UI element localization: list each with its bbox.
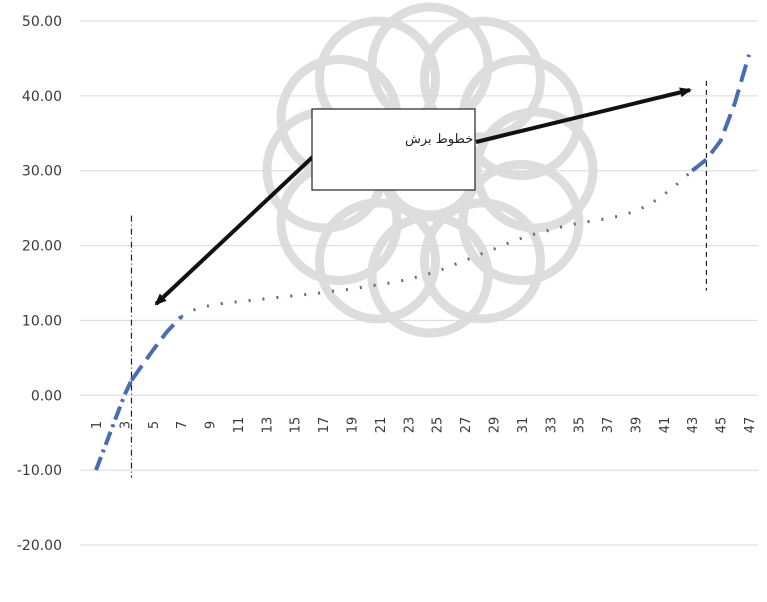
x-tick-label: 1 (90, 421, 105, 429)
callout-arrow-right (475, 87, 692, 144)
x-tick-label: 39 (629, 417, 644, 434)
x-tick-label: 5 (147, 421, 162, 429)
watermark-petal (367, 212, 493, 338)
x-tick-label: 47 (743, 417, 758, 434)
cutoff-lines (130, 80, 708, 478)
callout-box (311, 108, 476, 191)
x-tick-label: 7 (175, 421, 190, 429)
x-tick-label: 37 (601, 417, 616, 434)
y-axis-ticks: 50.00 40.00 30.00 20.00 10.00 0.00 -10.00 -20.0… (17, 14, 62, 554)
x-tick-label: 21 (374, 417, 389, 434)
x-tick-label: 25 (431, 417, 446, 434)
x-tick-label: 43 (686, 417, 701, 434)
series-line-long-dash (129, 315, 183, 382)
series-line-long-dash (690, 54, 751, 173)
x-tick-label: 13 (260, 417, 275, 434)
x-tick-label: 15 (289, 417, 304, 434)
x-axis-ticks: 1 3 5 7 9 11 13 15 17 19 21 23 25 27 29 31 33 35 37 39 41 43 4… (90, 417, 758, 434)
watermark-petal (420, 198, 545, 324)
callout-arrow-left (154, 150, 320, 306)
series-lines (94, 54, 751, 471)
x-tick-label: 33 (544, 417, 559, 434)
watermark-petal (458, 160, 584, 285)
y-tick-label: 30.00 (22, 164, 62, 180)
x-tick-label: 35 (573, 417, 588, 434)
x-tick-label: 9 (204, 421, 219, 429)
y-tick-label: 20.00 (22, 239, 62, 255)
x-tick-label: 19 (346, 417, 361, 434)
x-tick-label: 11 (232, 417, 247, 434)
x-tick-label: 45 (715, 417, 730, 434)
y-tick-label: -10.00 (17, 463, 62, 479)
x-tick-label: 3 (118, 421, 133, 429)
callout-label: خطوط برش (405, 132, 473, 147)
x-tick-label: 17 (317, 417, 332, 434)
x-tick-label: 27 (459, 417, 474, 434)
watermark-petal (472, 107, 598, 233)
series-line-dash-dot (94, 379, 134, 471)
callout-annotation: خطوط برش (154, 87, 692, 306)
x-tick-label: 29 (487, 417, 502, 434)
y-tick-label: 0.00 (31, 388, 62, 404)
x-tick-label: 23 (402, 417, 417, 434)
watermark-petal (315, 198, 440, 324)
x-tick-label: 41 (658, 417, 673, 434)
y-tick-label: 40.00 (22, 89, 62, 105)
x-tick-label: 31 (516, 417, 531, 434)
y-tick-label: 50.00 (22, 14, 62, 30)
y-tick-label: 10.00 (22, 313, 62, 329)
y-tick-label: -20.00 (17, 538, 62, 554)
